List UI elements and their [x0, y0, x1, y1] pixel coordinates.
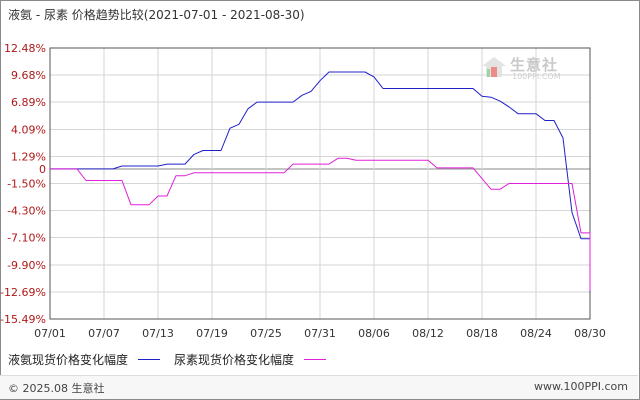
legend-swatch-series2 — [304, 359, 327, 360]
x-tick-label: 08/12 — [412, 327, 444, 340]
y-tick-label: 12.48% — [4, 42, 46, 55]
x-tick-label: 07/19 — [196, 327, 228, 340]
y-tick-label: -7.10% — [7, 232, 46, 245]
y-tick-label: -9.90% — [7, 259, 46, 272]
y-tick-label: 4.09% — [11, 123, 46, 136]
watermark-sub: 100PPI.COM — [512, 72, 561, 81]
y-tick-label: 0 — [39, 163, 46, 176]
x-tick-label: 07/25 — [250, 327, 282, 340]
legend-item-series1: 液氨现货价格变化幅度 — [8, 351, 161, 368]
y-tick-label: -15.49% — [0, 313, 46, 326]
chart-title: 液氨 - 尿素 价格趋势比较(2021-07-01 - 2021-08-30) — [8, 8, 305, 22]
y-tick-label: 6.89% — [11, 96, 46, 109]
series-lines — [50, 71, 591, 292]
legend-label-series1: 液氨现货价格变化幅度 — [8, 353, 129, 367]
legend: 液氨现货价格变化幅度 尿素现货价格变化幅度 — [8, 351, 340, 368]
plot-border — [49, 47, 591, 320]
watermark-text: 生意社 — [510, 56, 559, 74]
x-tick-label: 07/01 — [34, 327, 66, 340]
y-axis-labels: 12.48% 9.68% 6.89% 4.09% 1.29%0-1.50% -4.30% -… — [0, 42, 46, 326]
footer: © 2025.08 生意社 www.100PPI.com — [0, 375, 638, 399]
x-tick-label: 07/07 — [88, 327, 120, 340]
y-tick-label: -1.50% — [7, 177, 46, 190]
y-tick-label: 1.29% — [11, 150, 46, 163]
legend-label-series2: 尿素现货价格变化幅度 — [174, 353, 295, 367]
legend-swatch-series1 — [138, 359, 161, 360]
axes — [49, 47, 591, 320]
y-tick-label: -12.69% — [0, 286, 46, 299]
x-tick-label: 08/18 — [466, 327, 498, 340]
x-tick-label: 07/31 — [304, 327, 336, 340]
x-tick-label: 08/30 — [574, 327, 606, 340]
y-tick-label: -4.30% — [7, 205, 46, 218]
x-tick-label: 08/06 — [358, 327, 390, 340]
series-line-1 — [50, 71, 591, 292]
legend-item-series2: 尿素现货价格变化幅度 — [174, 351, 327, 368]
x-axis-labels: 07/01 07/07 07/13 07/19 07/25 07/31 08/06 08/12… — [34, 327, 606, 340]
site-url-link[interactable]: www.100PPI.com — [534, 380, 628, 393]
watermark-logo-icon — [482, 57, 506, 77]
x-tick-label: 08/24 — [520, 327, 552, 340]
x-tick-label: 07/13 — [142, 327, 174, 340]
series-line-2 — [50, 157, 591, 291]
copyright-text: © 2025.08 生意社 — [8, 382, 105, 395]
y-tick-label: 9.68% — [11, 69, 46, 82]
